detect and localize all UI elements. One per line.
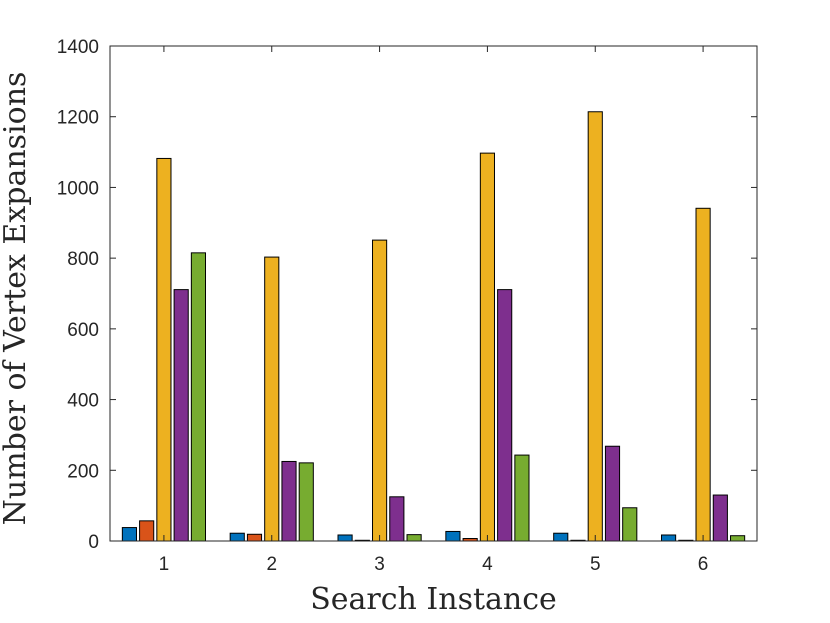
bar-series-4-instance-4: [497, 289, 513, 542]
y-tick-label: 600: [67, 320, 99, 341]
x-tick-label: 6: [698, 554, 709, 575]
y-tick-label: 1000: [57, 178, 99, 199]
bar-series-5-instance-1: [190, 252, 207, 542]
bar-series-5-instance-5: [622, 507, 638, 542]
bar-series-1-instance-3: [337, 534, 353, 542]
ticks-layer: 0 200 400 600 800 1000 1200 1400 1 2 3 4 5 6: [57, 37, 757, 575]
bar-series-4-instance-1: [173, 289, 189, 542]
y-tick-label: 400: [67, 391, 99, 412]
bar-series-5-instance-6: [730, 535, 746, 542]
bar-series-5-instance-4: [514, 454, 530, 542]
y-tick-label: 200: [67, 461, 99, 482]
bar-series-3-instance-6: [695, 207, 711, 542]
bar-series-1-instance-6: [661, 534, 677, 542]
bar-series-3-instance-2: [264, 256, 280, 542]
bar-series-3-instance-5: [587, 111, 603, 542]
bar-series-2-instance-2: [246, 533, 263, 542]
x-axis-title: Search Instance: [310, 582, 557, 617]
bar-series-1-instance-2: [229, 532, 245, 542]
bar-series-1-instance-1: [121, 527, 137, 542]
bar-series-3-instance-4: [479, 152, 495, 542]
plot-area-frame: [109, 45, 758, 542]
bar-series-3-instance-1: [156, 157, 172, 542]
bar-series-1-instance-4: [445, 530, 461, 542]
y-tick-label: 0: [88, 532, 99, 553]
bar-series-5-instance-2: [298, 462, 314, 542]
x-tick-label: 1: [159, 554, 170, 575]
bar-series-5-instance-3: [406, 534, 422, 542]
x-tick-label: 3: [374, 554, 385, 575]
x-tick-label: 4: [482, 554, 493, 575]
bar-series-1-instance-5: [553, 532, 569, 542]
bars-layer: [121, 111, 746, 542]
y-tick-label: 800: [67, 249, 99, 270]
bar-series-4-instance-5: [604, 445, 621, 542]
bar-series-4-instance-6: [712, 494, 728, 542]
bar-series-4-instance-2: [281, 460, 297, 542]
x-tick-label: 5: [590, 554, 601, 575]
y-tick-label: 1200: [57, 108, 99, 129]
y-axis-title: Number of Vertex Expansions: [0, 72, 33, 526]
bar-series-2-instance-1: [139, 520, 155, 542]
bar-series-3-instance-3: [372, 239, 388, 542]
x-tick-label: 2: [266, 554, 277, 575]
bar-series-4-instance-3: [389, 496, 405, 542]
y-tick-label: 1400: [57, 37, 99, 58]
